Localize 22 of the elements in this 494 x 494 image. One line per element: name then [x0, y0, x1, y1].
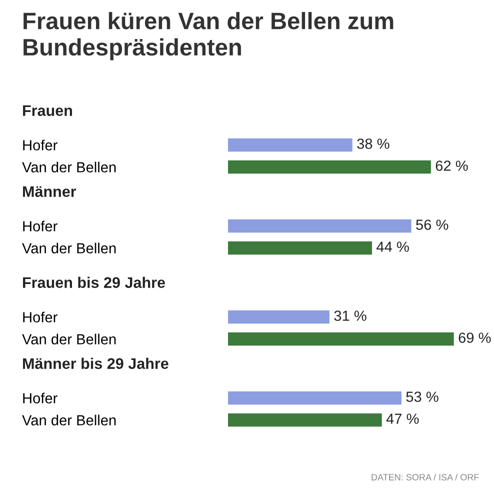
y-tick-label: Hofer — [23, 140, 58, 150]
text: Männer bis 29 Jahre — [23, 358, 168, 369]
y-tick-label: Van der Bellen — [22, 242, 116, 254]
y-tick-label: Van der Bellen — [22, 334, 116, 344]
data-label: 47 % — [386, 414, 419, 424]
data-label: 31 % — [334, 310, 366, 321]
data-label: 69 % — [458, 332, 491, 343]
data-label: 44 % — [376, 242, 409, 252]
data-label: 53 % — [406, 392, 438, 402]
data-label: 62 % — [436, 160, 468, 171]
y-tick-label: Van der Bellen — [22, 414, 116, 426]
data-label: 56 % — [416, 220, 448, 230]
y-tick-label: Hofer — [23, 220, 58, 232]
y-tick-label: Van der Bellen — [22, 162, 116, 172]
text: Frauen — [23, 105, 72, 116]
data-label: 38 % — [357, 138, 390, 149]
y-tick-label: Hofer — [23, 312, 58, 322]
text: Männer — [23, 186, 76, 197]
y-tick-label: Hofer — [23, 392, 58, 404]
text: DATEN: SORA / ISA / ORF — [372, 474, 479, 480]
text: Frauen bis 29 Jahre — [23, 276, 165, 288]
chart-title: Frauen küren Van der Bellen zum Bundespräsidenten — [24, 12, 394, 60]
